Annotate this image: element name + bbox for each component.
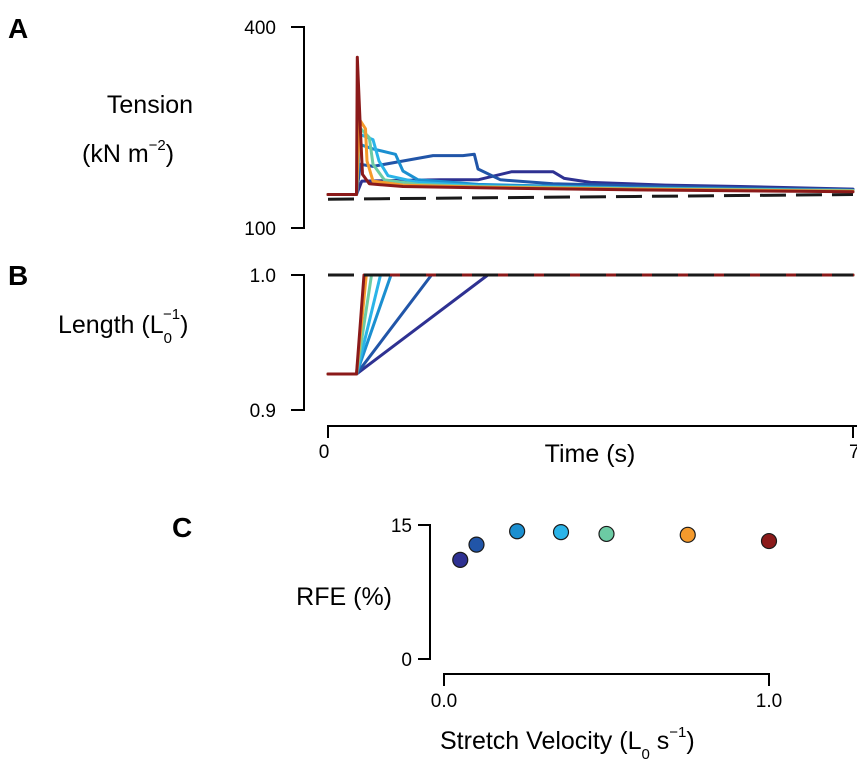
panel-b-ytick-label-top: 1.0 (250, 266, 276, 287)
panel-a-ytick-label-top: 400 (244, 18, 276, 39)
time-xtick-label-end: 7 (849, 442, 857, 463)
panel-a-ylabel-line1: Tension (107, 91, 193, 119)
panel-b-plot (326, 273, 855, 376)
panel-b-series-4 (326, 273, 855, 376)
panel-c-ytick-label-bottom: 0 (401, 650, 412, 671)
panel-a-ylabel-unit: (kN m (82, 140, 149, 168)
panel-c-ylabel: RFE (%) (296, 583, 392, 611)
panel-letter-b: B (8, 260, 28, 291)
panel-a: Tension (kN m−2) 400 100 (82, 18, 855, 240)
panel-a-plot (326, 55, 855, 201)
panel-c-xlabel-mid: s (650, 727, 669, 755)
panel-c-xlabel-main: Stretch Velocity (L (440, 727, 642, 755)
panel-b-series-2 (326, 273, 855, 376)
panel-c-plot (452, 523, 778, 568)
panel-b-series-6 (326, 273, 855, 376)
panel-a-series-7 (326, 55, 855, 196)
panel-c-point-4 (552, 524, 570, 541)
panel-b-series-7 (326, 273, 855, 376)
panel-b-ylabel-main: Length (L (58, 311, 164, 339)
panel-a-series-2 (326, 152, 855, 196)
panel-letter-c: C (172, 512, 192, 543)
panel-c-point-2 (468, 536, 485, 553)
panel-c-xtick-label-start: 0.0 (431, 691, 457, 712)
panel-b-ytick-label-bottom: 0.9 (250, 401, 276, 422)
time-x-label: Time (s) (545, 440, 636, 468)
panel-c-point-3 (509, 523, 526, 540)
panel-b-series-5 (326, 273, 855, 376)
panel-b-series-3 (326, 273, 855, 376)
panel-b: Length (L0−1) 1.0 0.9 0 7 Time (s) (58, 266, 857, 468)
panel-b-ylabel: Length (L0 −1) (58, 306, 188, 347)
panel-c-xlabel-subscript: 0 (641, 746, 649, 763)
panel-letter-a: A (8, 13, 28, 44)
panel-b-ylabel-superscript: −1 (163, 306, 180, 323)
panel-c-xtick-label-end: 1.0 (756, 691, 782, 712)
panel-c-point-1 (452, 551, 469, 568)
panel-a-ylabel-superscript: −2 (149, 137, 166, 154)
panel-c-x-label: Stretch Velocity (L0 s−1) (440, 724, 695, 763)
panel-c-ytick-label-top: 15 (391, 516, 412, 537)
panel-c: RFE (%) 15 0 0.0 1.0 Stretch Velocity (L… (296, 516, 782, 763)
panel-c-xlabel-close: ) (686, 727, 694, 755)
panel-b-ylabel-subscript: 0 (164, 330, 172, 347)
panel-b-series-1 (326, 273, 855, 376)
time-xtick-label-start: 0 (319, 442, 330, 463)
panel-c-point-5 (598, 525, 615, 543)
panel-a-reference-line (327, 193, 854, 201)
panel-a-ytick-label-bottom: 100 (244, 219, 276, 240)
panel-b-ylabel-close: ) (180, 311, 188, 339)
panel-c-point-6 (679, 526, 696, 543)
panel-a-ylabel-line2: (kN m−2) (82, 137, 174, 168)
panel-c-xlabel-superscript: −1 (669, 724, 686, 741)
panel-a-ylabel-close: ) (166, 140, 174, 168)
panel-c-point-7 (760, 532, 778, 550)
